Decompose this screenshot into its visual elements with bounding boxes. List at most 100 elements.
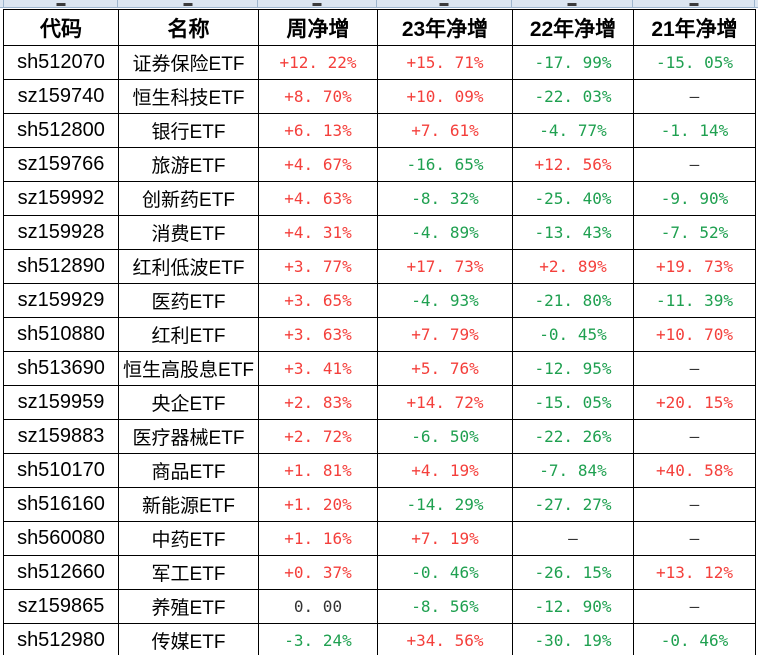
cell-y2023[interactable]: +34. 56% <box>377 623 513 655</box>
cell-code[interactable]: sh516160 <box>3 487 119 522</box>
cell-code[interactable]: sh512070 <box>3 45 119 80</box>
cell-name[interactable]: 消费ETF <box>118 215 259 250</box>
cell-week[interactable]: +3. 65% <box>258 283 378 318</box>
column-header-week-change[interactable]: 周净增 <box>258 9 378 46</box>
cell-y2022[interactable]: -25. 40% <box>512 181 634 216</box>
cell-week[interactable]: +3. 41% <box>258 351 378 386</box>
cell-code[interactable]: sz159929 <box>3 283 119 318</box>
cell-y2022[interactable]: -4. 77% <box>512 113 634 148</box>
cell-y2021[interactable]: — <box>633 487 756 522</box>
cell-week[interactable]: +12. 22% <box>258 45 378 80</box>
cell-y2022[interactable]: -7. 84% <box>512 453 634 488</box>
cell-name[interactable]: 医疗器械ETF <box>118 419 259 454</box>
cell-y2022[interactable]: -12. 90% <box>512 589 634 624</box>
cell-name[interactable]: 证券保险ETF <box>118 45 259 80</box>
cell-y2021[interactable]: — <box>633 589 756 624</box>
cell-y2023[interactable]: -6. 50% <box>377 419 513 454</box>
cell-code[interactable]: sh512890 <box>3 249 119 284</box>
cell-y2023[interactable]: -4. 89% <box>377 215 513 250</box>
cell-name[interactable]: 恒生科技ETF <box>118 79 259 114</box>
column-letter-cell[interactable] <box>377 0 512 7</box>
cell-name[interactable]: 银行ETF <box>118 113 259 148</box>
cell-y2022[interactable]: +12. 56% <box>512 147 634 182</box>
cell-week[interactable]: +4. 63% <box>258 181 378 216</box>
cell-name[interactable]: 创新药ETF <box>118 181 259 216</box>
cell-code[interactable]: sh512660 <box>3 555 119 590</box>
cell-y2023[interactable]: +14. 72% <box>377 385 513 420</box>
cell-y2022[interactable]: -26. 15% <box>512 555 634 590</box>
cell-y2022[interactable]: -30. 19% <box>512 623 634 655</box>
cell-code[interactable]: sz159865 <box>3 589 119 624</box>
cell-y2021[interactable]: -0. 46% <box>633 623 756 655</box>
cell-code[interactable]: sz159959 <box>3 385 119 420</box>
cell-y2022[interactable]: -17. 99% <box>512 45 634 80</box>
cell-y2022[interactable]: -12. 95% <box>512 351 634 386</box>
cell-y2023[interactable]: +4. 19% <box>377 453 513 488</box>
cell-y2021[interactable]: — <box>633 351 756 386</box>
cell-week[interactable]: 0. 00 <box>258 589 378 624</box>
cell-week[interactable]: +8. 70% <box>258 79 378 114</box>
cell-y2021[interactable]: — <box>633 79 756 114</box>
column-letter-cell[interactable] <box>258 0 377 7</box>
cell-y2023[interactable]: +5. 76% <box>377 351 513 386</box>
cell-code[interactable]: sz159992 <box>3 181 119 216</box>
cell-y2022[interactable]: -0. 45% <box>512 317 634 352</box>
cell-name[interactable]: 红利低波ETF <box>118 249 259 284</box>
cell-y2021[interactable]: -9. 90% <box>633 181 756 216</box>
column-letter-cell[interactable] <box>3 0 118 7</box>
cell-name[interactable]: 传媒ETF <box>118 623 259 655</box>
cell-week[interactable]: +1. 20% <box>258 487 378 522</box>
cell-y2022[interactable]: -13. 43% <box>512 215 634 250</box>
cell-y2023[interactable]: -0. 46% <box>377 555 513 590</box>
column-header-2023-change[interactable]: 23年净增 <box>377 9 513 46</box>
column-header-name[interactable]: 名称 <box>118 9 259 46</box>
cell-y2021[interactable]: +40. 58% <box>633 453 756 488</box>
cell-y2023[interactable]: +7. 61% <box>377 113 513 148</box>
column-letter-cell[interactable] <box>118 0 258 7</box>
cell-code[interactable]: sz159883 <box>3 419 119 454</box>
cell-week[interactable]: +6. 13% <box>258 113 378 148</box>
cell-y2022[interactable]: -27. 27% <box>512 487 634 522</box>
cell-week[interactable]: +0. 37% <box>258 555 378 590</box>
cell-code[interactable]: sh510170 <box>3 453 119 488</box>
cell-week[interactable]: +1. 16% <box>258 521 378 556</box>
cell-y2021[interactable]: +10. 70% <box>633 317 756 352</box>
cell-y2022[interactable]: -22. 03% <box>512 79 634 114</box>
cell-y2023[interactable]: +7. 79% <box>377 317 513 352</box>
cell-code[interactable]: sz159766 <box>3 147 119 182</box>
cell-y2023[interactable]: +17. 73% <box>377 249 513 284</box>
cell-week[interactable]: +2. 83% <box>258 385 378 420</box>
cell-week[interactable]: +4. 31% <box>258 215 378 250</box>
cell-code[interactable]: sz159928 <box>3 215 119 250</box>
cell-name[interactable]: 红利ETF <box>118 317 259 352</box>
cell-y2021[interactable]: +19. 73% <box>633 249 756 284</box>
cell-code[interactable]: sh512980 <box>3 623 119 655</box>
cell-code[interactable]: sh510880 <box>3 317 119 352</box>
column-letter-cell[interactable] <box>633 0 755 7</box>
cell-code[interactable]: sh560080 <box>3 521 119 556</box>
cell-y2021[interactable]: +13. 12% <box>633 555 756 590</box>
cell-y2023[interactable]: -4. 93% <box>377 283 513 318</box>
cell-name[interactable]: 商品ETF <box>118 453 259 488</box>
cell-name[interactable]: 新能源ETF <box>118 487 259 522</box>
column-header-code[interactable]: 代码 <box>3 9 119 46</box>
cell-y2022[interactable]: -15. 05% <box>512 385 634 420</box>
cell-y2021[interactable]: -1. 14% <box>633 113 756 148</box>
cell-week[interactable]: +2. 72% <box>258 419 378 454</box>
column-header-2021-change[interactable]: 21年净增 <box>633 9 756 46</box>
cell-name[interactable]: 中药ETF <box>118 521 259 556</box>
cell-y2023[interactable]: +7. 19% <box>377 521 513 556</box>
cell-y2023[interactable]: -8. 32% <box>377 181 513 216</box>
cell-y2023[interactable]: -16. 65% <box>377 147 513 182</box>
cell-y2021[interactable]: — <box>633 147 756 182</box>
cell-name[interactable]: 军工ETF <box>118 555 259 590</box>
cell-week[interactable]: +3. 77% <box>258 249 378 284</box>
cell-y2022[interactable]: +2. 89% <box>512 249 634 284</box>
cell-y2023[interactable]: +10. 09% <box>377 79 513 114</box>
cell-y2021[interactable]: +20. 15% <box>633 385 756 420</box>
cell-y2021[interactable]: -15. 05% <box>633 45 756 80</box>
cell-week[interactable]: +3. 63% <box>258 317 378 352</box>
cell-y2023[interactable]: +15. 71% <box>377 45 513 80</box>
cell-week[interactable]: +1. 81% <box>258 453 378 488</box>
column-letter-cell[interactable] <box>512 0 633 7</box>
